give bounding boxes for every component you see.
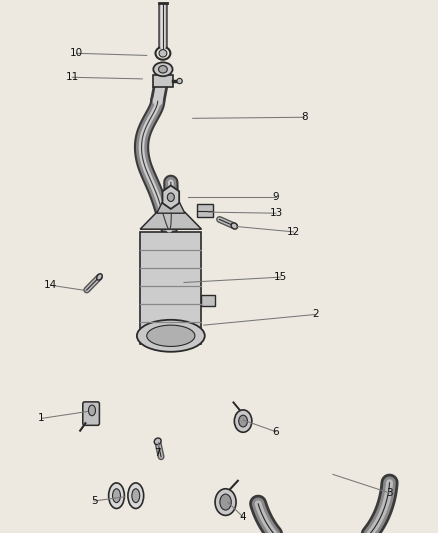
Ellipse shape [167,193,174,201]
Text: 11: 11 [66,72,79,82]
Text: 14: 14 [44,280,57,290]
Ellipse shape [109,483,124,508]
Text: 9: 9 [272,192,279,202]
Text: 15: 15 [274,272,287,282]
Text: 3: 3 [386,488,393,498]
Text: 13: 13 [269,208,283,218]
Text: 2: 2 [312,310,319,319]
Polygon shape [162,185,179,209]
Ellipse shape [153,62,173,76]
Text: 1: 1 [38,414,45,423]
Ellipse shape [154,438,161,445]
Ellipse shape [177,78,182,84]
Ellipse shape [147,325,195,346]
Ellipse shape [159,50,167,57]
Ellipse shape [113,489,120,503]
Ellipse shape [137,320,205,352]
Ellipse shape [231,223,237,229]
Text: 5: 5 [91,496,98,506]
Polygon shape [157,203,185,213]
Text: 7: 7 [154,448,161,458]
Bar [140,232,201,344]
Ellipse shape [220,494,231,510]
Ellipse shape [234,410,252,432]
Ellipse shape [239,415,247,427]
Text: 12: 12 [287,227,300,237]
Bar [197,204,213,217]
Bar [153,75,173,87]
Bar [201,295,215,306]
Polygon shape [140,212,201,229]
Text: 10: 10 [70,49,83,58]
Ellipse shape [88,405,95,416]
Ellipse shape [97,274,102,280]
FancyBboxPatch shape [83,402,99,425]
Ellipse shape [128,483,144,508]
Ellipse shape [215,489,236,515]
Text: 4: 4 [240,512,247,522]
Ellipse shape [132,489,140,503]
Text: 6: 6 [272,427,279,437]
Text: 8: 8 [301,112,308,122]
Ellipse shape [159,66,167,73]
